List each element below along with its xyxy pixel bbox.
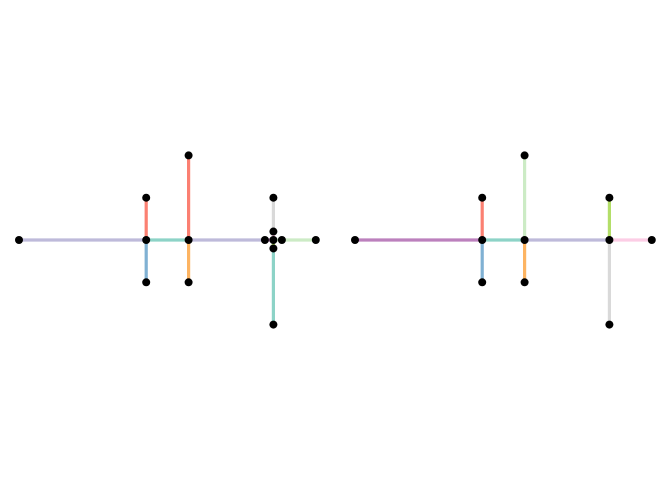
panel-left-node-D2	[184, 278, 193, 287]
panel-left-node-C2	[184, 236, 193, 244]
panel-right-node-U3	[605, 193, 614, 202]
panel-left	[15, 151, 320, 329]
panel-right	[351, 151, 656, 329]
panel-right-node-L1	[351, 236, 359, 244]
panel-left-node-C1	[142, 236, 151, 244]
panel-left-node-D1	[142, 278, 151, 287]
panel-right-node-D3	[605, 320, 614, 329]
panel-left-node-C3	[269, 236, 278, 244]
panel-left-node-R1	[311, 236, 320, 244]
panel-left-node-D3	[269, 320, 278, 329]
panel-left-node-U1	[142, 193, 151, 202]
panel-left-node-q1	[269, 227, 278, 236]
panel-right-node-D2	[520, 278, 529, 287]
panel-right-node-C1	[478, 236, 487, 244]
panel-right-node-D1	[478, 278, 487, 287]
panel-right-node-C3	[605, 236, 614, 244]
panel-right-node-U2	[520, 151, 529, 160]
panel-left-node-U2	[184, 151, 193, 160]
panel-right-node-R1	[647, 236, 656, 244]
panel-right-node-U1	[478, 193, 487, 202]
panel-left-node-L1	[15, 236, 23, 244]
panel-left-node-q4	[277, 236, 286, 244]
panel-left-node-U3	[269, 193, 278, 202]
panel-left-node-q2	[260, 236, 269, 244]
panel-left-node-q3	[269, 244, 278, 253]
panel-right-node-C2	[520, 236, 529, 244]
